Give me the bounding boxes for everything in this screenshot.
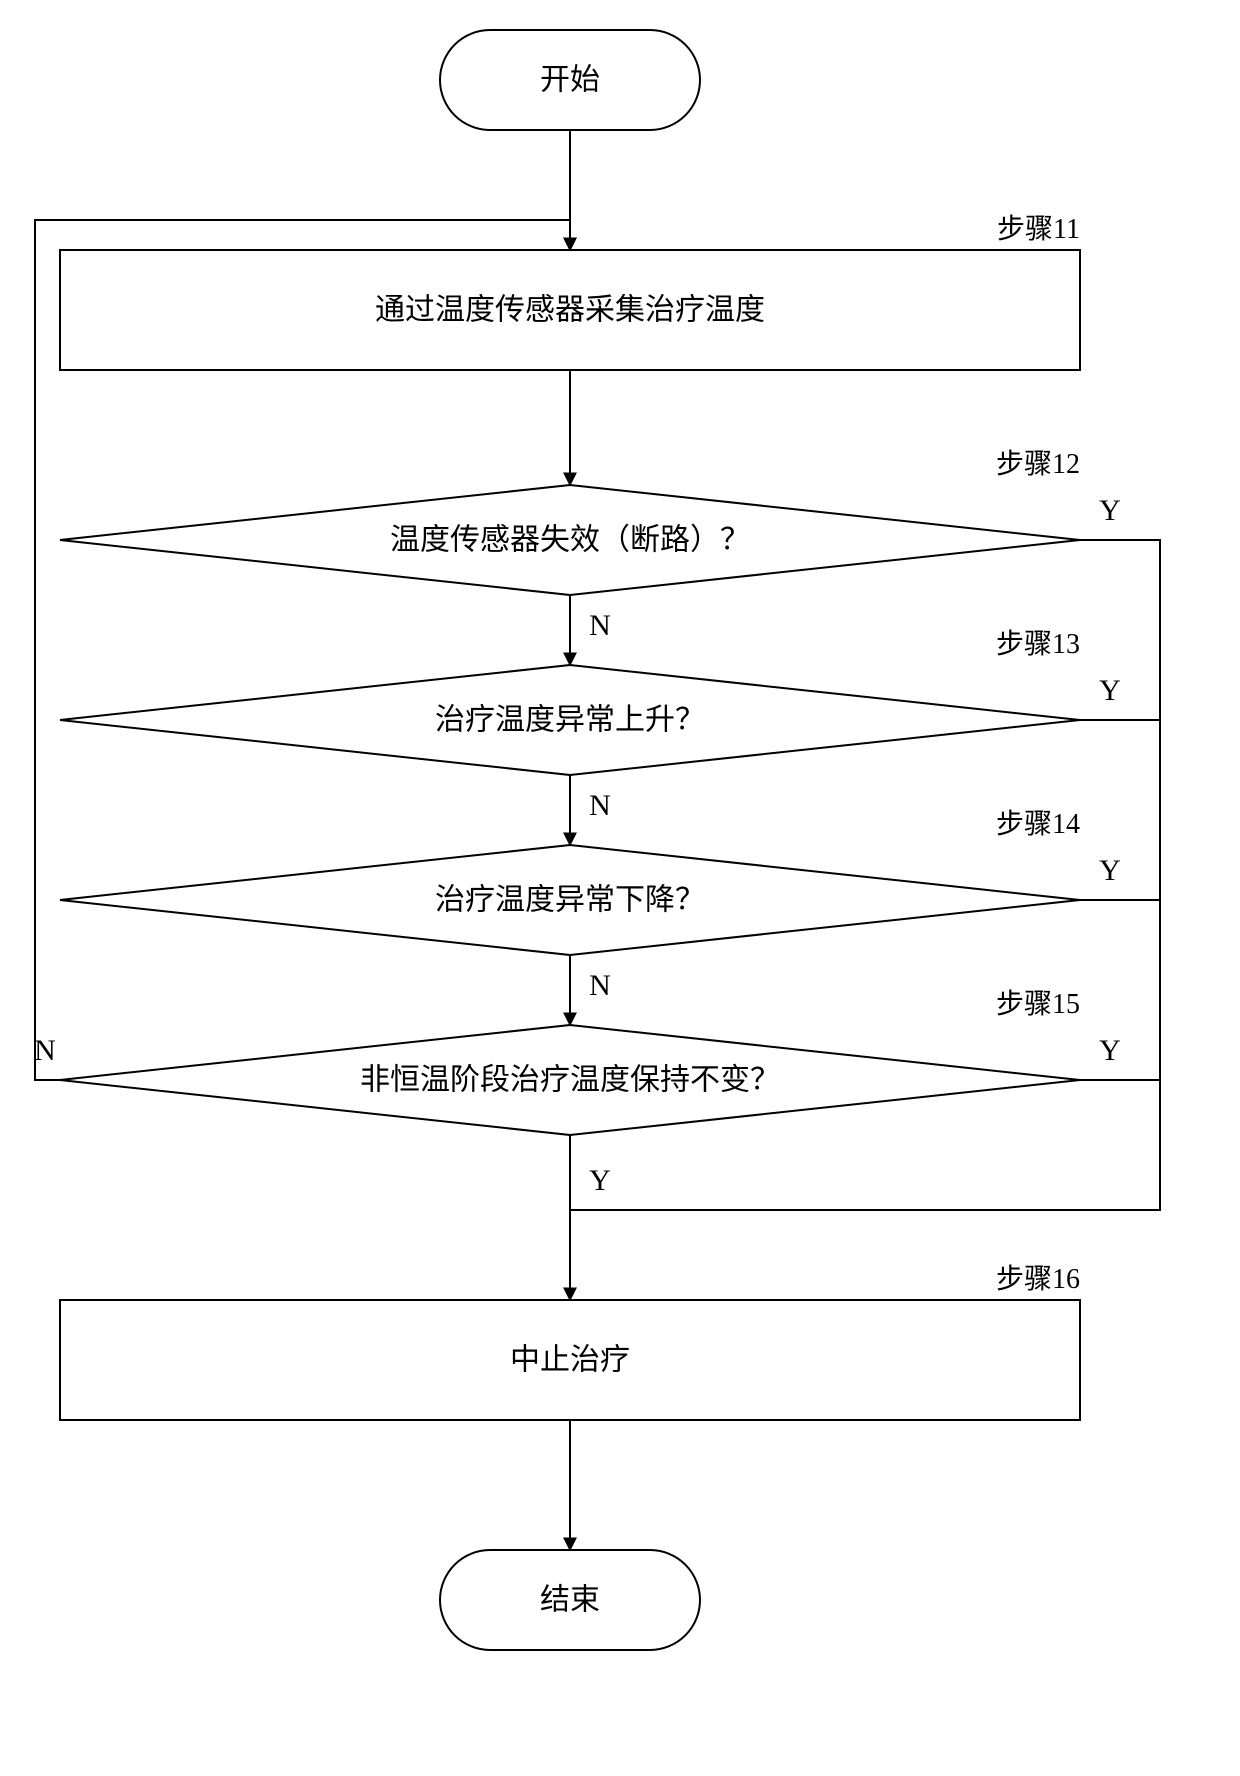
node-label: 中止治疗 (510, 1344, 630, 1377)
step-label: 步骤15 (996, 989, 1080, 1020)
node-label: 开始 (540, 64, 600, 97)
node-label: 结束 (540, 1584, 600, 1617)
edges-layer: N N N N Y Y Y Y Y (34, 130, 1160, 1550)
edge-label: N (589, 969, 611, 1002)
step-label: 步骤11 (997, 214, 1080, 245)
node-label: 治疗温度异常上升？ (435, 704, 705, 737)
node-label: 温度传感器失效（断路）？ (390, 524, 750, 557)
node-label: 非恒温阶段治疗温度保持不变？ (360, 1064, 780, 1097)
edge-label: Y (1099, 674, 1121, 707)
edge-label: N (34, 1034, 56, 1067)
edge-label: N (589, 789, 611, 822)
edge-label: N (589, 609, 611, 642)
step-label: 步骤13 (996, 629, 1080, 660)
edge-label: Y (1099, 1034, 1121, 1067)
node-label: 治疗温度异常下降？ (435, 884, 705, 917)
edge (35, 220, 570, 1080)
step-label: 步骤16 (996, 1264, 1080, 1295)
step-label: 步骤12 (996, 449, 1080, 480)
edge-label: Y (589, 1164, 611, 1197)
step-label: 步骤14 (996, 809, 1080, 840)
edge-label: Y (1099, 494, 1121, 527)
edge-label: Y (1099, 854, 1121, 887)
node-label: 通过温度传感器采集治疗温度 (375, 294, 765, 327)
